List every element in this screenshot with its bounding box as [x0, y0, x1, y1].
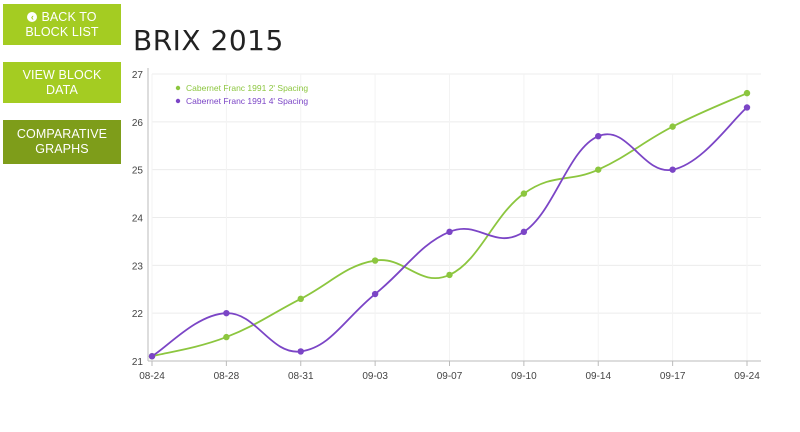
data-point-series-1 [446, 271, 453, 279]
data-point-series-2 [148, 353, 156, 360]
page-title: BRIX 2015 [133, 24, 284, 57]
data-point-series-1 [223, 333, 230, 341]
view-block-data-button[interactable]: VIEW BLOCK DATA [3, 62, 121, 103]
data-point-series-2 [223, 309, 230, 317]
legend-label-series-2: Cabernet Franc 1991 4' Spacing [186, 96, 308, 106]
data-point-series-2 [595, 132, 602, 140]
comparative-button-label-line2: GRAPHS [35, 142, 89, 156]
data-point-series-2 [446, 228, 453, 236]
y-tick-label: 24 [132, 214, 144, 225]
data-point-series-1 [297, 295, 304, 303]
y-tick-label: 21 [132, 357, 144, 368]
chevron-left-circle-icon: ‹ [27, 12, 38, 22]
data-point-series-2 [297, 348, 304, 355]
legend-marker-series-1 [175, 85, 181, 91]
data-point-series-2 [520, 228, 528, 236]
back-button-row: ‹ BACK TO [27, 10, 96, 25]
back-button-label-line1: BACK TO [41, 9, 97, 24]
x-tick-label: 08-28 [214, 371, 240, 382]
back-to-block-list-button[interactable]: ‹ BACK TO BLOCK LIST [3, 4, 121, 45]
data-point-series-1 [669, 123, 676, 130]
y-tick-label: 26 [132, 118, 144, 129]
x-tick-label: 08-31 [288, 371, 314, 382]
data-point-series-1 [743, 89, 751, 97]
x-tick-label: 09-14 [585, 371, 611, 382]
comparative-graphs-button[interactable]: COMPARATIVE GRAPHS [3, 120, 121, 164]
data-point-series-1 [371, 257, 379, 264]
legend-label-series-1: Cabernet Franc 1991 2' Spacing [186, 83, 308, 93]
y-tick-label: 27 [132, 70, 144, 81]
back-button-label-line2: BLOCK LIST [25, 24, 99, 39]
x-tick-label: 09-03 [362, 371, 388, 382]
view-button-label-line1: VIEW BLOCK [22, 67, 102, 82]
legend-marker-series-2 [175, 98, 181, 104]
data-point-series-2 [669, 166, 676, 173]
x-tick-label: 09-10 [511, 371, 537, 382]
x-tick-label: 09-24 [734, 371, 760, 382]
data-point-series-2 [743, 104, 751, 111]
x-tick-label: 08-24 [139, 371, 165, 382]
x-tick-label: 09-17 [660, 371, 686, 382]
y-tick-label: 25 [132, 166, 144, 177]
data-point-series-2 [371, 290, 379, 298]
view-button-label-line2: DATA [46, 82, 78, 97]
data-point-series-1 [595, 166, 602, 173]
y-tick-label: 23 [132, 261, 144, 272]
comparative-button-label-line1: COMPARATIVE [16, 127, 108, 141]
data-point-series-1 [520, 190, 528, 197]
x-tick-label: 09-07 [437, 371, 463, 382]
y-tick-label: 22 [132, 309, 144, 320]
